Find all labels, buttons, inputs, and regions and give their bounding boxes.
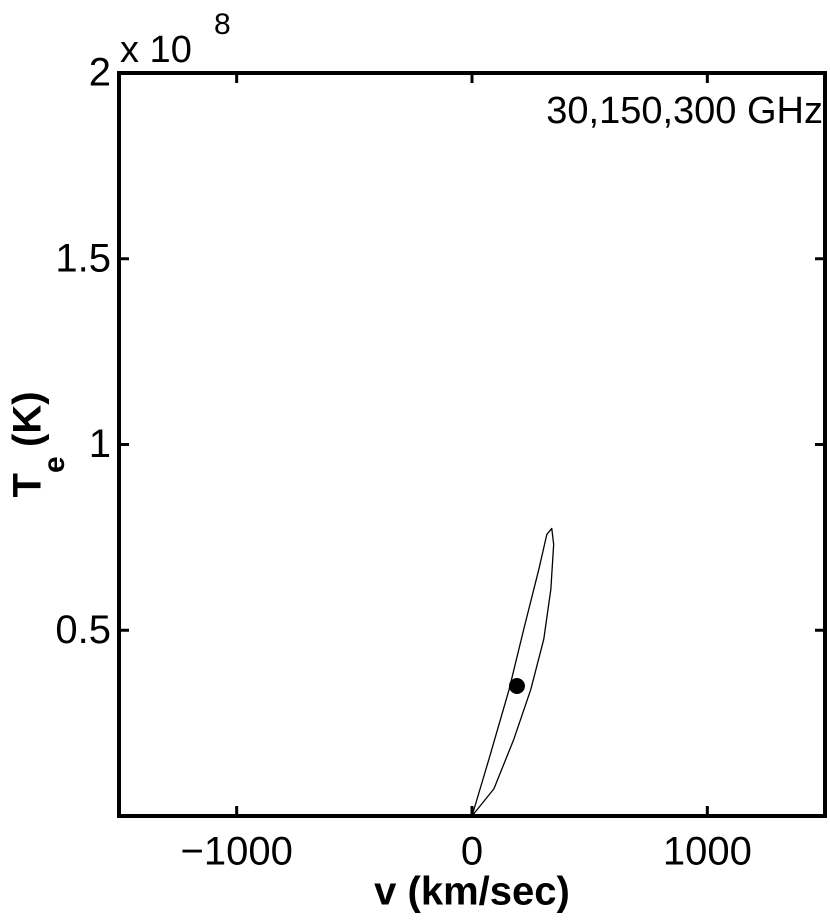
annotation: 30,150,300 GHz [546,90,823,132]
y-multiplier: x 10 [120,29,192,71]
y-label-unit: (K) [6,391,50,447]
plot-frame [117,71,827,818]
x-tick-label: −1000 [180,830,292,874]
marker-point [508,677,525,694]
y-tick-label: 1.5 [55,236,111,280]
y-tick-label: 1 [89,422,111,466]
x-tick-label: 0 [461,830,483,874]
y-tick-label: 0.5 [55,608,111,652]
x-axis-label: v (km/sec) [374,870,570,914]
data-line [471,527,555,817]
y-tick-label: 2 [89,51,111,95]
y-axis-label: T e (K) [6,391,71,497]
y-label-sub: e [38,456,71,473]
y-multiplier-exponent: 8 [214,8,231,41]
x-tick-label: 1000 [663,830,752,874]
y-label-main: T [6,473,50,497]
